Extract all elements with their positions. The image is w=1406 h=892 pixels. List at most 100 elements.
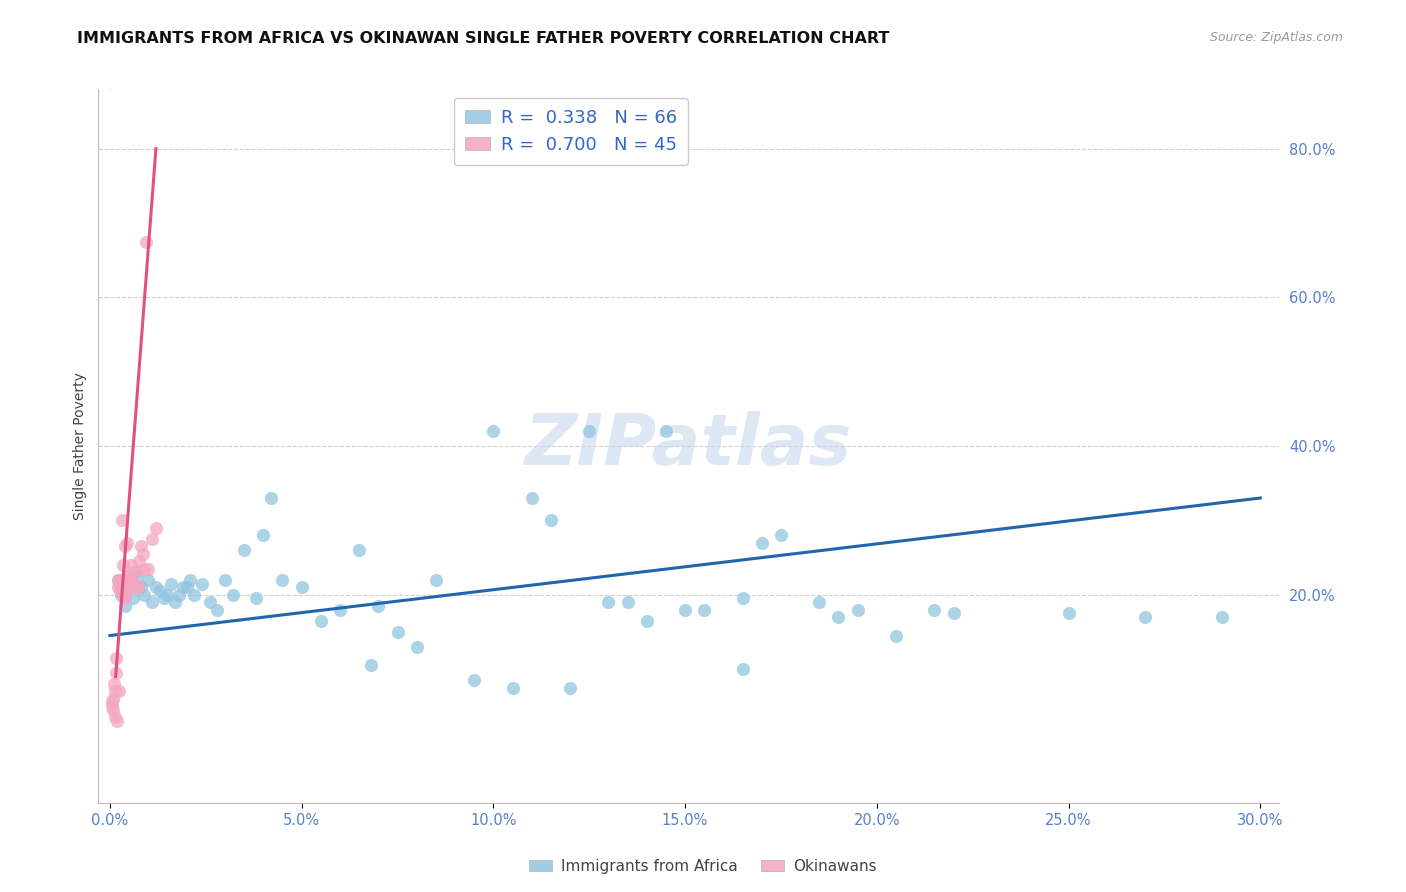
Point bbox=[114, 599, 136, 613]
Point bbox=[540, 513, 562, 527]
Point bbox=[1135, 610, 1157, 624]
Point bbox=[136, 562, 159, 576]
Point bbox=[405, 640, 427, 654]
Point bbox=[117, 573, 139, 587]
Point bbox=[191, 576, 214, 591]
Point bbox=[176, 580, 198, 594]
Point bbox=[111, 580, 134, 594]
Point bbox=[207, 602, 229, 616]
Point bbox=[167, 588, 190, 602]
Point bbox=[558, 681, 581, 695]
Point bbox=[165, 595, 187, 609]
Point bbox=[252, 528, 274, 542]
Point bbox=[118, 569, 141, 583]
Point bbox=[347, 543, 370, 558]
Point bbox=[111, 513, 134, 527]
Point bbox=[360, 658, 382, 673]
Point bbox=[112, 591, 135, 606]
Point bbox=[118, 573, 141, 587]
Point bbox=[127, 580, 149, 594]
Point bbox=[107, 573, 129, 587]
Point bbox=[846, 602, 869, 616]
Point bbox=[329, 602, 352, 616]
Point bbox=[108, 583, 131, 598]
Point bbox=[104, 665, 127, 680]
Point bbox=[101, 696, 124, 710]
Point bbox=[115, 588, 138, 602]
Point bbox=[425, 573, 447, 587]
Point bbox=[655, 424, 678, 438]
Point bbox=[145, 521, 167, 535]
Point bbox=[117, 569, 139, 583]
Point bbox=[118, 580, 141, 594]
Point bbox=[128, 554, 150, 568]
Point bbox=[172, 580, 194, 594]
Point bbox=[141, 532, 163, 546]
Y-axis label: Single Father Poverty: Single Father Poverty bbox=[73, 372, 87, 520]
Point bbox=[134, 588, 156, 602]
Point bbox=[105, 651, 128, 665]
Point bbox=[214, 573, 236, 587]
Point bbox=[131, 547, 153, 561]
Text: ZIPatlas: ZIPatlas bbox=[526, 411, 852, 481]
Point bbox=[160, 576, 183, 591]
Point bbox=[110, 573, 132, 587]
Point bbox=[114, 588, 136, 602]
Point bbox=[463, 673, 485, 687]
Point bbox=[114, 539, 136, 553]
Point bbox=[110, 576, 132, 591]
Point bbox=[245, 591, 267, 606]
Point bbox=[129, 539, 152, 553]
Point bbox=[152, 591, 174, 606]
Point bbox=[136, 573, 159, 587]
Point bbox=[110, 580, 132, 594]
Point bbox=[120, 558, 142, 572]
Point bbox=[122, 566, 145, 580]
Point bbox=[367, 599, 389, 613]
Point bbox=[107, 580, 129, 594]
Point bbox=[808, 595, 831, 609]
Point bbox=[1211, 610, 1233, 624]
Point bbox=[751, 535, 773, 549]
Point bbox=[122, 591, 145, 606]
Point bbox=[502, 681, 524, 695]
Point bbox=[309, 614, 332, 628]
Point bbox=[598, 595, 620, 609]
Point bbox=[183, 588, 205, 602]
Point bbox=[149, 583, 172, 598]
Point bbox=[942, 607, 965, 621]
Point bbox=[145, 580, 167, 594]
Point bbox=[179, 573, 201, 587]
Text: IMMIGRANTS FROM AFRICA VS OKINAWAN SINGLE FATHER POVERTY CORRELATION CHART: IMMIGRANTS FROM AFRICA VS OKINAWAN SINGL… bbox=[77, 31, 890, 46]
Point bbox=[827, 610, 849, 624]
Point bbox=[121, 576, 143, 591]
Point bbox=[135, 235, 157, 249]
Point bbox=[105, 714, 128, 728]
Point bbox=[103, 691, 125, 706]
Point bbox=[125, 569, 148, 583]
Point bbox=[482, 424, 505, 438]
Point bbox=[103, 684, 125, 698]
Point bbox=[1057, 607, 1080, 621]
Point bbox=[107, 573, 129, 587]
Point bbox=[129, 580, 152, 594]
Point bbox=[103, 677, 125, 691]
Point bbox=[110, 588, 132, 602]
Point bbox=[115, 535, 138, 549]
Point bbox=[520, 491, 543, 505]
Point bbox=[673, 602, 696, 616]
Point bbox=[221, 588, 243, 602]
Point bbox=[107, 684, 129, 698]
Point bbox=[101, 703, 124, 717]
Point bbox=[924, 602, 946, 616]
Point bbox=[271, 573, 294, 587]
Point bbox=[260, 491, 283, 505]
Point bbox=[616, 595, 638, 609]
Legend: R =  0.338   N = 66, R =  0.700   N = 45: R = 0.338 N = 66, R = 0.700 N = 45 bbox=[454, 98, 688, 165]
Point bbox=[101, 699, 124, 714]
Point bbox=[141, 595, 163, 609]
Point bbox=[233, 543, 256, 558]
Point bbox=[104, 710, 127, 724]
Point bbox=[125, 580, 148, 594]
Text: Source: ZipAtlas.com: Source: ZipAtlas.com bbox=[1209, 31, 1343, 45]
